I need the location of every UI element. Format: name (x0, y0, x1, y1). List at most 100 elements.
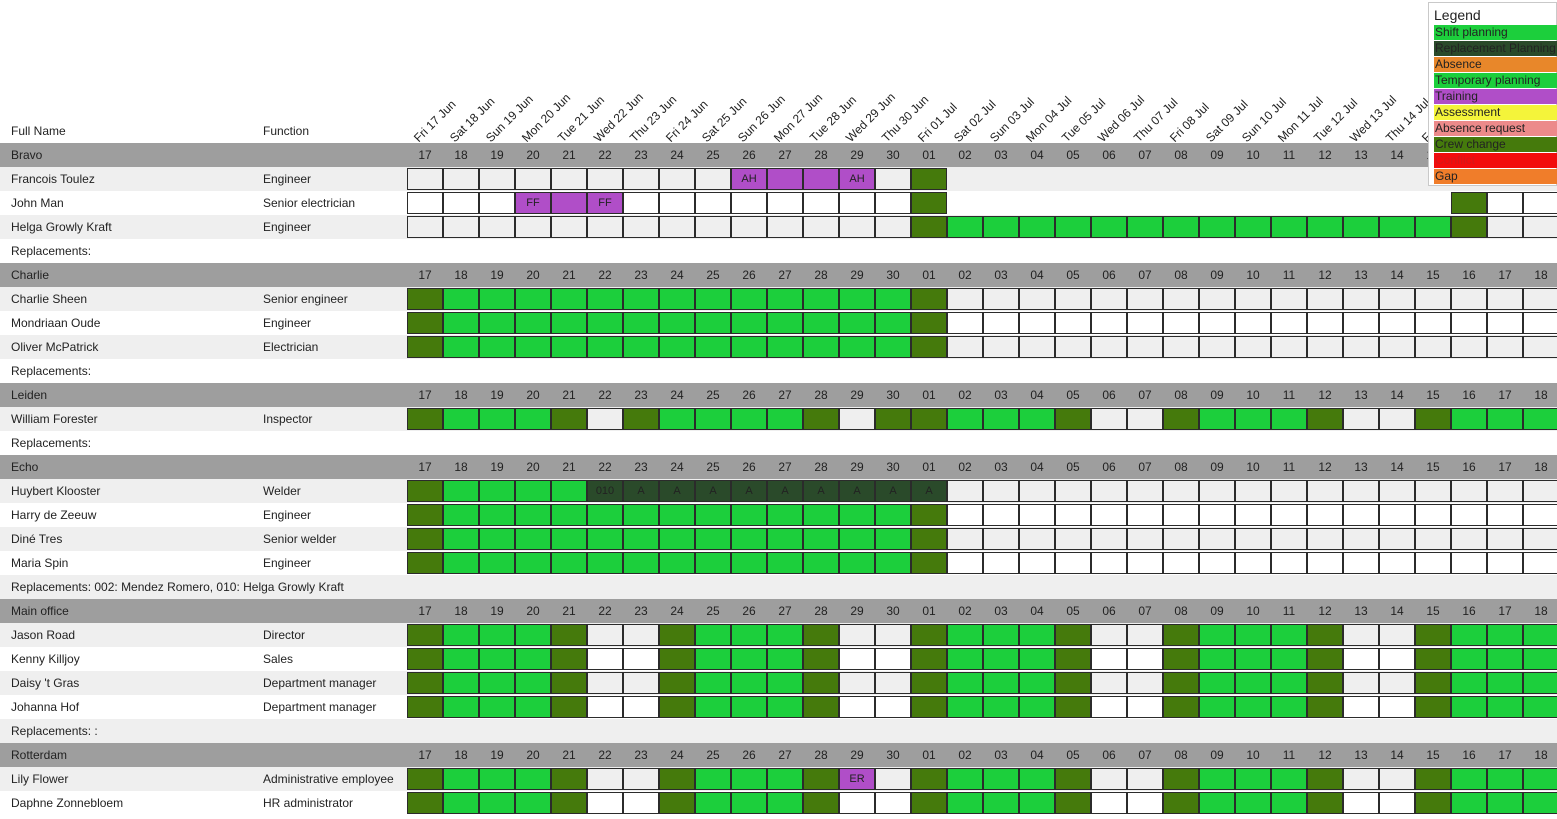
day-cell[interactable] (1271, 480, 1307, 502)
day-cell[interactable] (1451, 768, 1487, 790)
day-cell[interactable] (587, 504, 623, 526)
day-cell[interactable] (587, 648, 623, 670)
day-cell[interactable] (1487, 768, 1523, 790)
day-cell[interactable] (1199, 336, 1235, 358)
day-cell[interactable] (587, 624, 623, 646)
day-cell[interactable] (1127, 408, 1163, 430)
day-cell[interactable] (407, 408, 443, 430)
day-cell[interactable] (443, 504, 479, 526)
day-cell[interactable]: 010 (587, 480, 623, 502)
day-cell[interactable] (695, 792, 731, 814)
day-cell[interactable] (1055, 768, 1091, 790)
day-cell[interactable] (587, 168, 623, 190)
day-cell[interactable] (983, 624, 1019, 646)
day-cell[interactable] (695, 696, 731, 718)
day-cell[interactable] (767, 528, 803, 550)
day-cell[interactable] (1271, 504, 1307, 526)
day-cell[interactable] (767, 192, 803, 214)
day-cell[interactable] (407, 528, 443, 550)
day-cell[interactable] (515, 408, 551, 430)
day-cell[interactable] (695, 768, 731, 790)
day-cell[interactable] (1163, 696, 1199, 718)
day-cell[interactable] (1379, 216, 1415, 238)
day-cell[interactable] (1451, 528, 1487, 550)
day-cell[interactable] (1307, 672, 1343, 694)
day-cell[interactable] (1163, 552, 1199, 574)
day-cell[interactable] (623, 504, 659, 526)
day-cell[interactable] (1235, 696, 1271, 718)
day-cell[interactable] (443, 312, 479, 334)
day-cell[interactable] (479, 648, 515, 670)
day-cell[interactable] (623, 408, 659, 430)
day-cell[interactable] (1163, 792, 1199, 814)
day-cell[interactable] (551, 624, 587, 646)
day-cell[interactable] (623, 648, 659, 670)
employee-row[interactable]: John Man Senior electrician FF FF (0, 191, 1557, 215)
day-cell[interactable] (1379, 480, 1415, 502)
day-cell[interactable] (767, 504, 803, 526)
day-cell[interactable] (515, 672, 551, 694)
day-cell[interactable] (731, 312, 767, 334)
day-cell[interactable] (659, 312, 695, 334)
day-cell[interactable] (983, 552, 1019, 574)
day-cell[interactable] (1343, 288, 1379, 310)
day-cell[interactable] (1451, 552, 1487, 574)
day-cell[interactable] (803, 168, 839, 190)
day-cell[interactable] (947, 552, 983, 574)
day-cell[interactable] (1487, 192, 1523, 214)
day-cell[interactable] (1199, 216, 1235, 238)
day-cell[interactable]: AH (839, 168, 875, 190)
day-cell[interactable] (479, 336, 515, 358)
employee-row[interactable]: Daphne Zonnebloem HR administrator (0, 791, 1557, 815)
day-cell[interactable] (731, 672, 767, 694)
day-cell[interactable] (515, 552, 551, 574)
day-cell[interactable] (839, 408, 875, 430)
day-cell[interactable] (623, 216, 659, 238)
day-cell[interactable] (1307, 504, 1343, 526)
day-cell[interactable] (1199, 288, 1235, 310)
day-cell[interactable] (479, 288, 515, 310)
day-cell[interactable] (659, 552, 695, 574)
day-cell[interactable] (1199, 624, 1235, 646)
day-cell[interactable] (407, 336, 443, 358)
day-cell[interactable] (1271, 768, 1307, 790)
day-cell[interactable] (1487, 312, 1523, 334)
day-cell[interactable] (731, 696, 767, 718)
day-cell[interactable] (1091, 696, 1127, 718)
employee-row[interactable]: Johanna Hof Department manager (0, 695, 1557, 719)
day-cell[interactable] (623, 312, 659, 334)
day-cell[interactable] (695, 168, 731, 190)
day-cell[interactable] (767, 336, 803, 358)
day-cell[interactable] (587, 672, 623, 694)
day-cell[interactable] (1451, 792, 1487, 814)
day-cell[interactable] (803, 312, 839, 334)
day-cell[interactable] (1235, 768, 1271, 790)
day-cell[interactable] (659, 672, 695, 694)
day-cell[interactable] (767, 168, 803, 190)
day-cell[interactable] (443, 768, 479, 790)
day-cell[interactable] (1307, 624, 1343, 646)
day-cell[interactable] (947, 528, 983, 550)
day-cell[interactable]: FF (515, 192, 551, 214)
day-cell[interactable]: A (767, 480, 803, 502)
day-cell[interactable] (767, 288, 803, 310)
day-cell[interactable] (1451, 216, 1487, 238)
day-cell[interactable] (695, 624, 731, 646)
day-cell[interactable] (515, 336, 551, 358)
day-cell[interactable] (1343, 696, 1379, 718)
day-cell[interactable] (839, 312, 875, 334)
day-cell[interactable] (1199, 480, 1235, 502)
day-cell[interactable] (1199, 312, 1235, 334)
day-cell[interactable] (1127, 528, 1163, 550)
day-cell[interactable] (1415, 624, 1451, 646)
day-cell[interactable] (1271, 216, 1307, 238)
day-cell[interactable] (407, 480, 443, 502)
day-cell[interactable] (947, 408, 983, 430)
day-cell[interactable] (587, 528, 623, 550)
day-cell[interactable] (623, 192, 659, 214)
day-cell[interactable] (695, 504, 731, 526)
day-cell[interactable] (983, 648, 1019, 670)
day-cell[interactable] (875, 552, 911, 574)
day-cell[interactable] (1307, 768, 1343, 790)
day-cell[interactable] (875, 312, 911, 334)
